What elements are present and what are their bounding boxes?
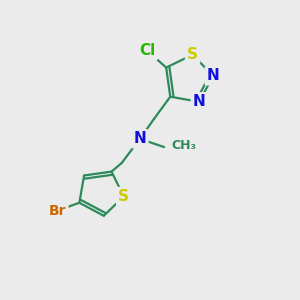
Text: Cl: Cl — [140, 43, 156, 58]
Text: N: N — [207, 68, 219, 83]
Text: N: N — [193, 94, 206, 109]
Text: Br: Br — [49, 204, 67, 218]
Text: S: S — [118, 189, 129, 204]
Text: S: S — [187, 47, 198, 62]
Text: N: N — [134, 131, 146, 146]
Text: CH₃: CH₃ — [172, 139, 197, 152]
